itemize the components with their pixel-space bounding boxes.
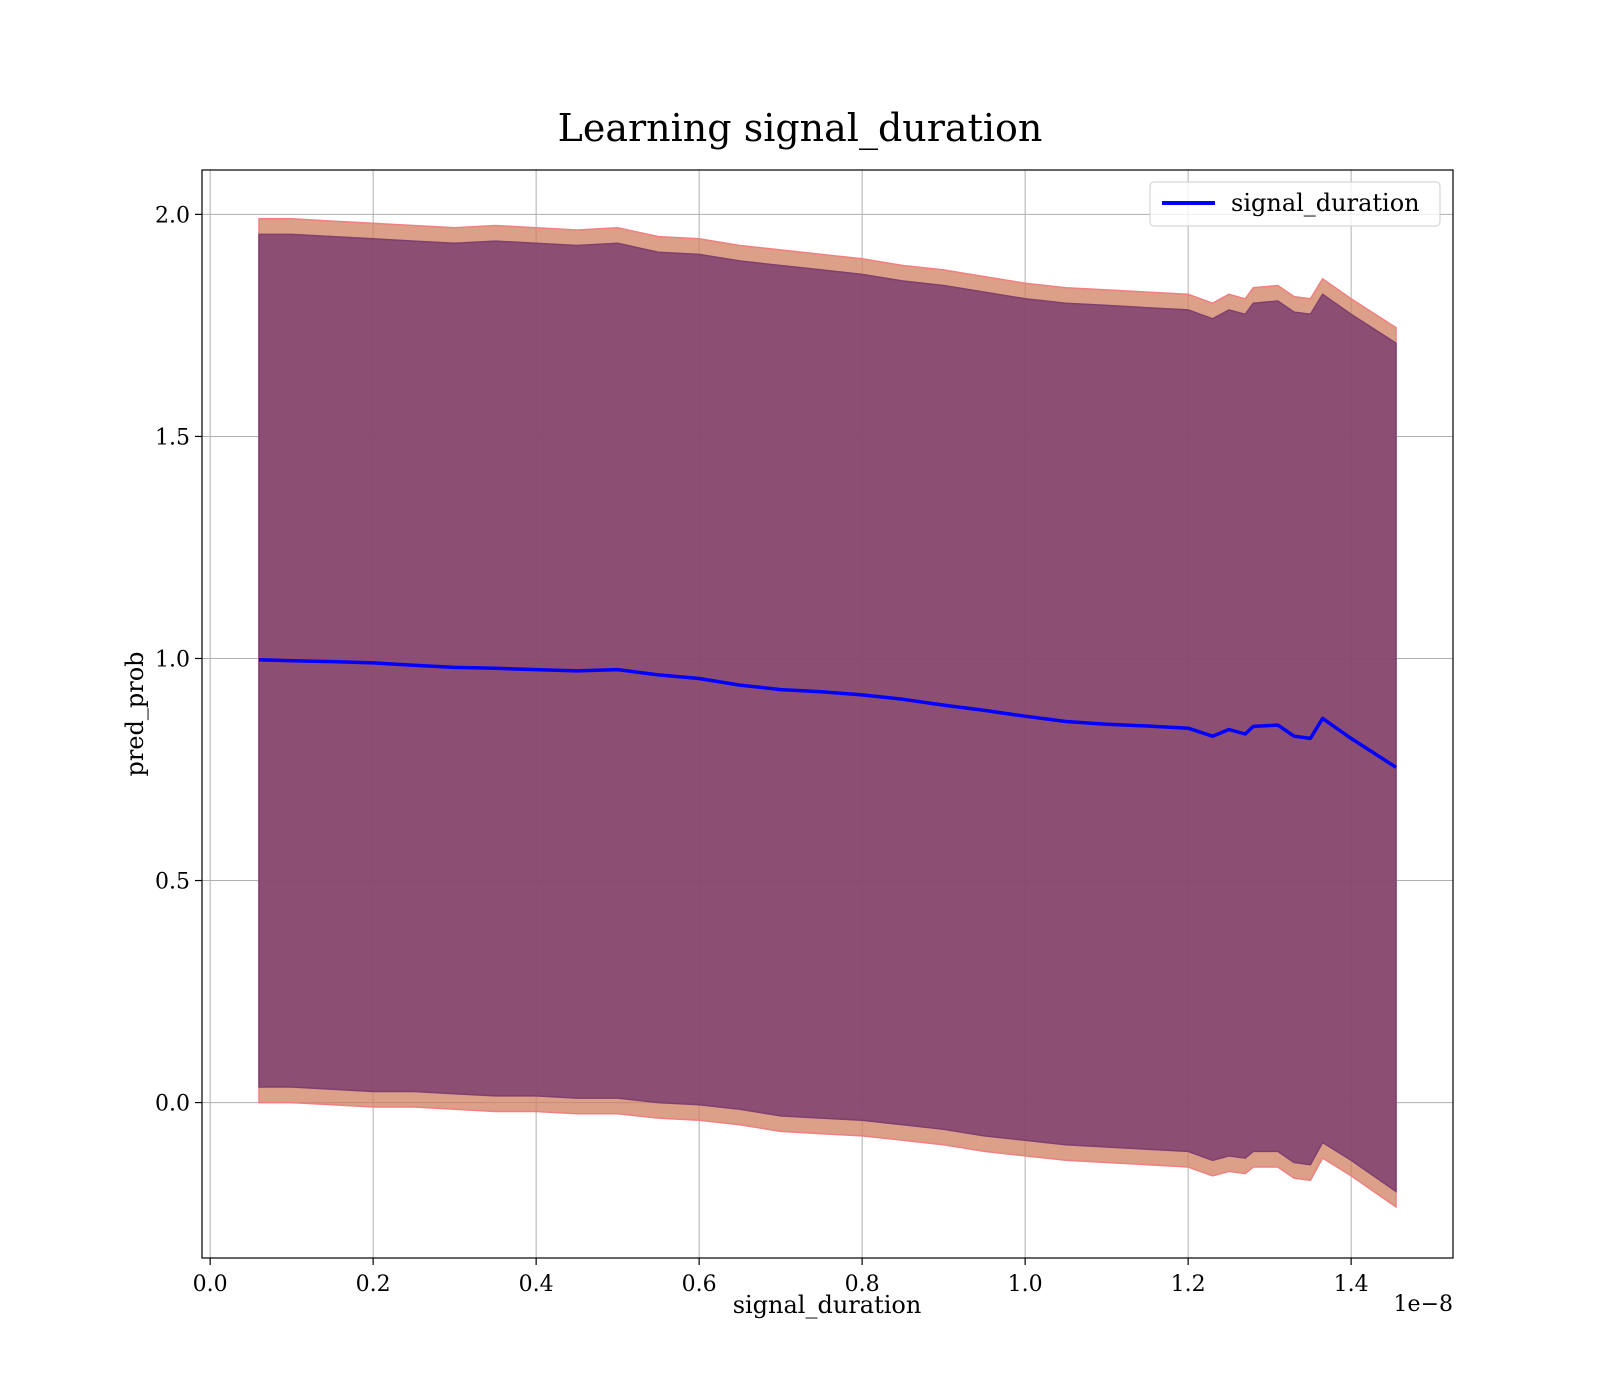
x-tick-label: 1.4 [1334, 1272, 1369, 1297]
band-1 [258, 233, 1397, 1193]
confidence-bands [258, 218, 1397, 1209]
y-tick-label: 0.5 [155, 870, 190, 895]
x-tick-label: 1.2 [1171, 1272, 1206, 1297]
y-axis-label: pred_prob [121, 651, 149, 776]
x-tick-label: 0.6 [682, 1272, 717, 1297]
x-tick-label: 1.0 [1008, 1272, 1043, 1297]
y-tick-label: 1.0 [155, 647, 190, 672]
x-tick-label: 0.0 [193, 1272, 228, 1297]
series-lines [258, 658, 1397, 769]
chart-title: Learning signal_duration [558, 106, 1043, 151]
y-tick-label: 1.5 [155, 425, 190, 450]
x-tick-label: 0.4 [519, 1272, 554, 1297]
x-tick-label: 0.8 [845, 1272, 880, 1297]
y-axis-ticks: 0.0 0.5 1.0 1.5 2.0 [155, 203, 202, 1117]
legend-box [1149, 181, 1441, 227]
x-axis-ticks: 0.0 0.2 0.4 0.6 0.8 1.0 1.2 1.4 [193, 1258, 1369, 1297]
series-line-0 [258, 658, 1397, 769]
x-tick-label: 0.2 [356, 1272, 391, 1297]
x-axis-offset-label: 1e−8 [1394, 1292, 1453, 1317]
legend: signal_duration [1149, 181, 1441, 227]
legend-label: signal_duration [1231, 189, 1420, 217]
y-tick-label: 2.0 [155, 203, 190, 228]
plot-frame [201, 169, 1454, 1259]
x-axis-label: signal_duration [733, 1291, 922, 1319]
y-tick-label: 0.0 [155, 1092, 190, 1117]
